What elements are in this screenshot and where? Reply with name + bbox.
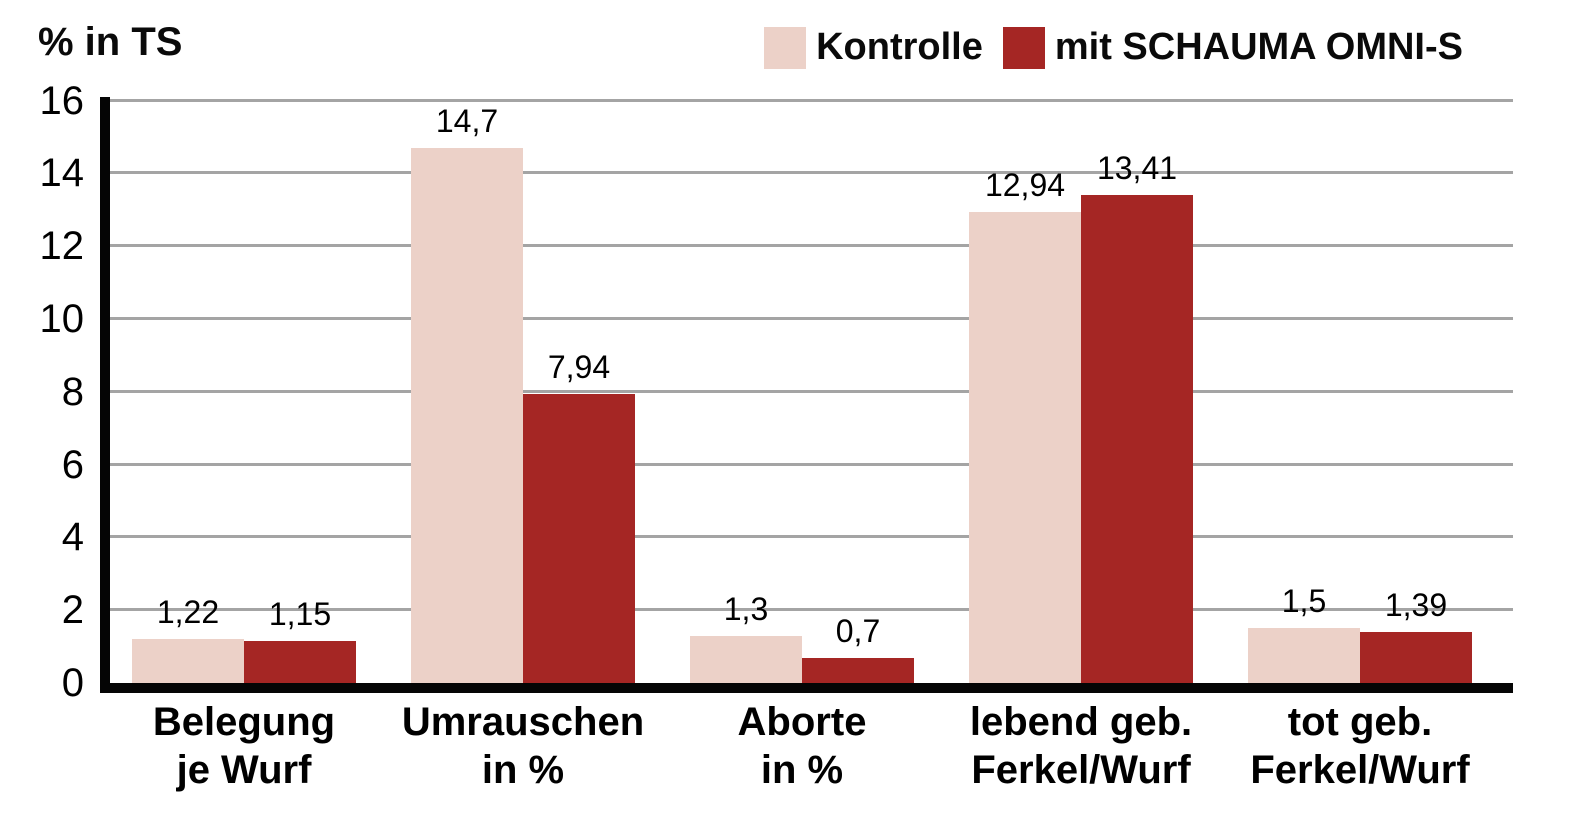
y-tick-label-0: 0: [61, 661, 84, 705]
legend-label-kontrolle: Kontrolle: [816, 26, 983, 68]
category-label-group3: Aborte in %: [652, 698, 952, 794]
gridline-8: [105, 390, 1513, 393]
bar-kontrolle-group1: [132, 639, 244, 683]
chart-legend: Kontrolle mit SCHAUMA OMNI-S: [764, 26, 1463, 69]
value-label-schauma-omni-s-group4: 13,41: [1096, 150, 1178, 186]
category-label-group4: lebend geb. Ferkel/Wurf: [931, 698, 1231, 794]
bar-schauma-omni-s-group3: [802, 658, 914, 683]
category-label-line: Belegung: [152, 700, 336, 744]
category-label-group1: Belegung je Wurf: [94, 698, 394, 794]
x-axis-line: [100, 683, 1513, 693]
y-tick-label-14: 14: [39, 151, 85, 195]
y-tick-label-16: 16: [39, 79, 85, 123]
value-label-kontrolle-group2: 14,7: [435, 103, 499, 139]
category-label-line: lebend geb.: [969, 700, 1193, 744]
gridline-16: [105, 99, 1513, 102]
value-label-kontrolle-group5: 1,5: [1281, 583, 1327, 619]
y-tick-label-2: 2: [61, 588, 84, 632]
bar-schauma-omni-s-group5: [1360, 632, 1472, 683]
category-label-line: in %: [481, 748, 565, 792]
category-label-group5: tot geb. Ferkel/Wurf: [1210, 698, 1510, 794]
legend-swatch-kontrolle: [764, 26, 807, 69]
y-tick-label-6: 6: [61, 443, 84, 487]
legend-item-schauma-omni-s: mit SCHAUMA OMNI-S: [1002, 26, 1463, 69]
gridline-4: [105, 535, 1513, 538]
category-label-line: Ferkel/Wurf: [971, 748, 1191, 792]
bar-kontrolle-group2: [411, 148, 523, 683]
y-axis-title: % in TS: [38, 20, 183, 64]
value-label-schauma-omni-s-group5: 1,39: [1384, 587, 1448, 623]
value-label-schauma-omni-s-group2: 7,94: [547, 349, 611, 385]
bar-schauma-omni-s-group2: [523, 394, 635, 683]
value-label-schauma-omni-s-group1: 1,15: [268, 596, 332, 632]
value-label-kontrolle-group3: 1,3: [723, 591, 769, 627]
gridline-6: [105, 463, 1513, 466]
bar-kontrolle-group5: [1248, 628, 1360, 683]
y-tick-label-4: 4: [61, 515, 84, 559]
category-label-line: Aborte: [737, 700, 867, 744]
bar-schauma-omni-s-group1: [244, 641, 356, 683]
legend-label-schauma-omni-s: mit SCHAUMA OMNI-S: [1054, 26, 1463, 68]
legend-swatch-schauma-omni-s: [1002, 26, 1045, 69]
legend-item-kontrolle: Kontrolle: [764, 26, 983, 69]
y-tick-label-8: 8: [61, 370, 84, 414]
y-tick-label-10: 10: [39, 297, 85, 341]
category-label-line: in %: [760, 748, 844, 792]
y-axis-line: [100, 97, 110, 693]
category-label-line: Umrauschen: [401, 700, 645, 744]
value-label-schauma-omni-s-group3: 0,7: [835, 613, 881, 649]
y-tick-label-12: 12: [39, 224, 85, 268]
value-label-kontrolle-group1: 1,22: [156, 594, 220, 630]
category-label-line: je Wurf: [176, 748, 312, 792]
category-label-line: tot geb.: [1287, 700, 1433, 744]
category-label-group2: Umrauschen in %: [373, 698, 673, 794]
gridline-10: [105, 317, 1513, 320]
bar-schauma-omni-s-group4: [1081, 195, 1193, 683]
gridline-12: [105, 244, 1513, 247]
gridline-14: [105, 171, 1513, 174]
bar-kontrolle-group4: [969, 212, 1081, 683]
category-label-line: Ferkel/Wurf: [1250, 748, 1470, 792]
bar-kontrolle-group3: [690, 636, 802, 683]
gridline-2: [105, 608, 1513, 611]
value-label-kontrolle-group4: 12,94: [984, 167, 1066, 203]
